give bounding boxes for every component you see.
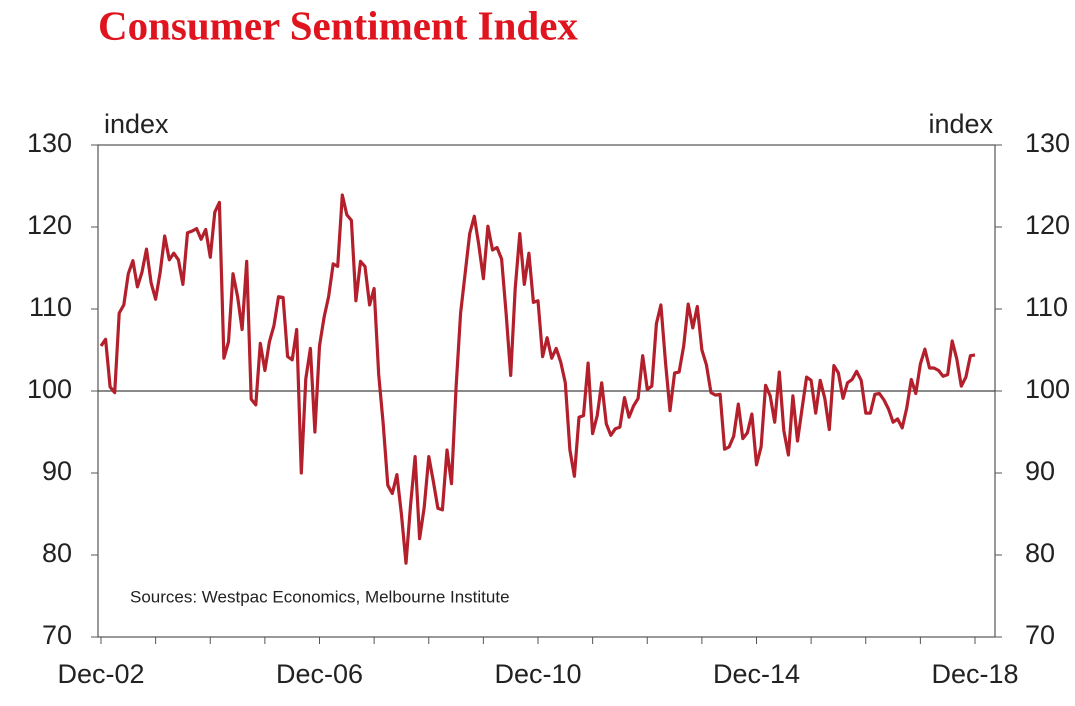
y2-axis-label: index [928,109,993,139]
y2-tick-label: 130 [1025,128,1070,158]
x-tick-label: Dec-14 [713,659,800,689]
chart-title: Consumer Sentiment Index [98,2,578,48]
y-tick-label: 80 [42,538,72,568]
y-axis-label: index [104,109,169,139]
y-tick-label: 70 [42,620,72,650]
y-tick-label: 100 [27,374,72,404]
x-tick-label: Dec-06 [276,659,363,689]
y2-tick-label: 120 [1025,210,1070,240]
y2-tick-label: 100 [1025,374,1070,404]
y2-tick-label: 110 [1025,292,1068,322]
y-tick-label: 90 [42,456,72,486]
y2-tick-label: 70 [1025,620,1055,650]
y-tick-label: 110 [29,292,72,322]
source-note: Sources: Westpac Economics, Melbourne In… [130,587,510,606]
data-line [99,193,976,565]
y2-tick-label: 80 [1025,538,1055,568]
y-tick-label: 130 [27,128,72,158]
x-tick-label: Dec-10 [494,659,581,689]
y-tick-label: 120 [27,210,72,240]
y2-tick-label: 90 [1025,456,1055,486]
x-tick-label: Dec-18 [931,659,1018,689]
x-tick-label: Dec-02 [57,659,144,689]
